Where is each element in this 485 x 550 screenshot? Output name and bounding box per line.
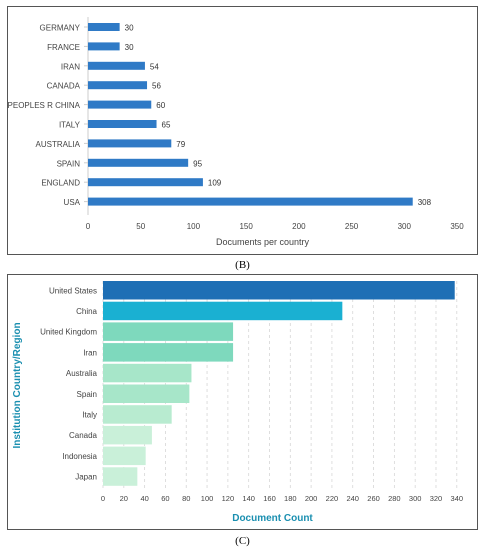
x-tick-label: 120 [222, 494, 235, 503]
bar [88, 23, 120, 31]
x-tick-label: 240 [346, 494, 359, 503]
category-label: Japan [75, 473, 97, 482]
x-tick-label: 100 [201, 494, 214, 503]
bar [103, 446, 146, 466]
x-tick-label: 350 [450, 222, 464, 231]
category-label: FRANCE [47, 43, 80, 52]
data-label: 54 [150, 62, 159, 71]
chart-c: United States China United Kingdom Iran Aust… [12, 281, 464, 524]
bar [88, 120, 157, 128]
x-tick-label: 40 [140, 494, 148, 503]
category-label: CANADA [47, 82, 81, 91]
bar [88, 42, 120, 51]
data-label: 30 [125, 43, 134, 52]
bar [103, 363, 192, 383]
x-tick-label: 100 [187, 222, 201, 231]
bar [88, 197, 413, 206]
bar [103, 343, 234, 362]
x-tick-label: 280 [388, 494, 401, 503]
y-axis-title: Institution Country/Region [12, 322, 23, 448]
x-tick-label: 80 [182, 494, 190, 503]
x-tick-label: 140 [242, 494, 255, 503]
x-tick-label: 0 [86, 222, 91, 231]
bar [88, 139, 172, 148]
category-label: ITALY [59, 121, 81, 130]
x-axis-title: Document Count [232, 513, 313, 524]
category-label: USA [64, 198, 81, 207]
x-tick-label: 180 [284, 494, 297, 503]
data-label: 60 [156, 101, 165, 110]
x-tick-label: 150 [239, 222, 253, 231]
data-label: 56 [152, 82, 161, 91]
category-label: Indonesia [62, 452, 97, 461]
bar [88, 100, 152, 109]
bar [103, 467, 138, 486]
x-tick-label: 220 [326, 494, 339, 503]
category-label: SPAIN [57, 159, 81, 168]
x-tick-label: 320 [430, 494, 443, 503]
x-tick-label: 200 [305, 494, 318, 503]
bar [103, 425, 152, 445]
data-label: 308 [418, 198, 432, 207]
bar [88, 158, 189, 167]
category-label: Spain [77, 390, 97, 399]
chart-b: GERMANY 30 FRANCE 30 IRAN 54 CANADA 56 PEOPLES R… [8, 17, 464, 247]
data-label: 79 [176, 140, 185, 149]
chart-panel-c: United States China United Kingdom Iran Aust… [7, 274, 478, 530]
category-label: ENGLAND [41, 179, 80, 188]
x-tick-label: 200 [292, 222, 306, 231]
bar [88, 178, 203, 187]
x-tick-label: 250 [345, 222, 359, 231]
bar [103, 301, 343, 321]
bar [103, 322, 234, 341]
x-tick-label: 0 [101, 494, 105, 503]
category-label: Canada [69, 431, 98, 440]
bar [103, 281, 455, 300]
category-label: United Kingdom [40, 328, 97, 337]
category-label: Italy [82, 410, 97, 419]
caption-b: (B) [235, 259, 250, 271]
x-tick-label: 60 [161, 494, 169, 503]
bar [103, 384, 190, 403]
x-tick-label: 300 [409, 494, 422, 503]
bar [88, 81, 148, 90]
data-label: 30 [125, 24, 134, 33]
x-tick-label: 20 [120, 494, 128, 503]
data-label: 65 [162, 121, 171, 130]
x-tick-label: 160 [263, 494, 276, 503]
category-label: China [76, 307, 97, 316]
x-tick-label: 340 [451, 494, 464, 503]
data-label: 95 [193, 159, 202, 168]
category-label: PEOPLES R CHINA [8, 101, 81, 110]
x-tick-label: 300 [398, 222, 412, 231]
data-label: 109 [208, 179, 222, 188]
category-label: United States [49, 286, 97, 295]
x-tick-label: 260 [367, 494, 380, 503]
bar [103, 405, 172, 424]
caption-c: (C) [235, 535, 250, 547]
bar [88, 61, 145, 70]
x-axis-title: Documents per country [216, 237, 310, 247]
category-label: GERMANY [40, 24, 81, 33]
category-label: Australia [66, 369, 98, 378]
category-label: Iran [83, 348, 97, 357]
category-label: AUSTRALIA [36, 140, 81, 149]
category-label: IRAN [61, 62, 80, 71]
x-tick-label: 50 [136, 222, 145, 231]
chart-panel-b: GERMANY 30 FRANCE 30 IRAN 54 CANADA 56 PEOPLES R… [7, 6, 478, 255]
